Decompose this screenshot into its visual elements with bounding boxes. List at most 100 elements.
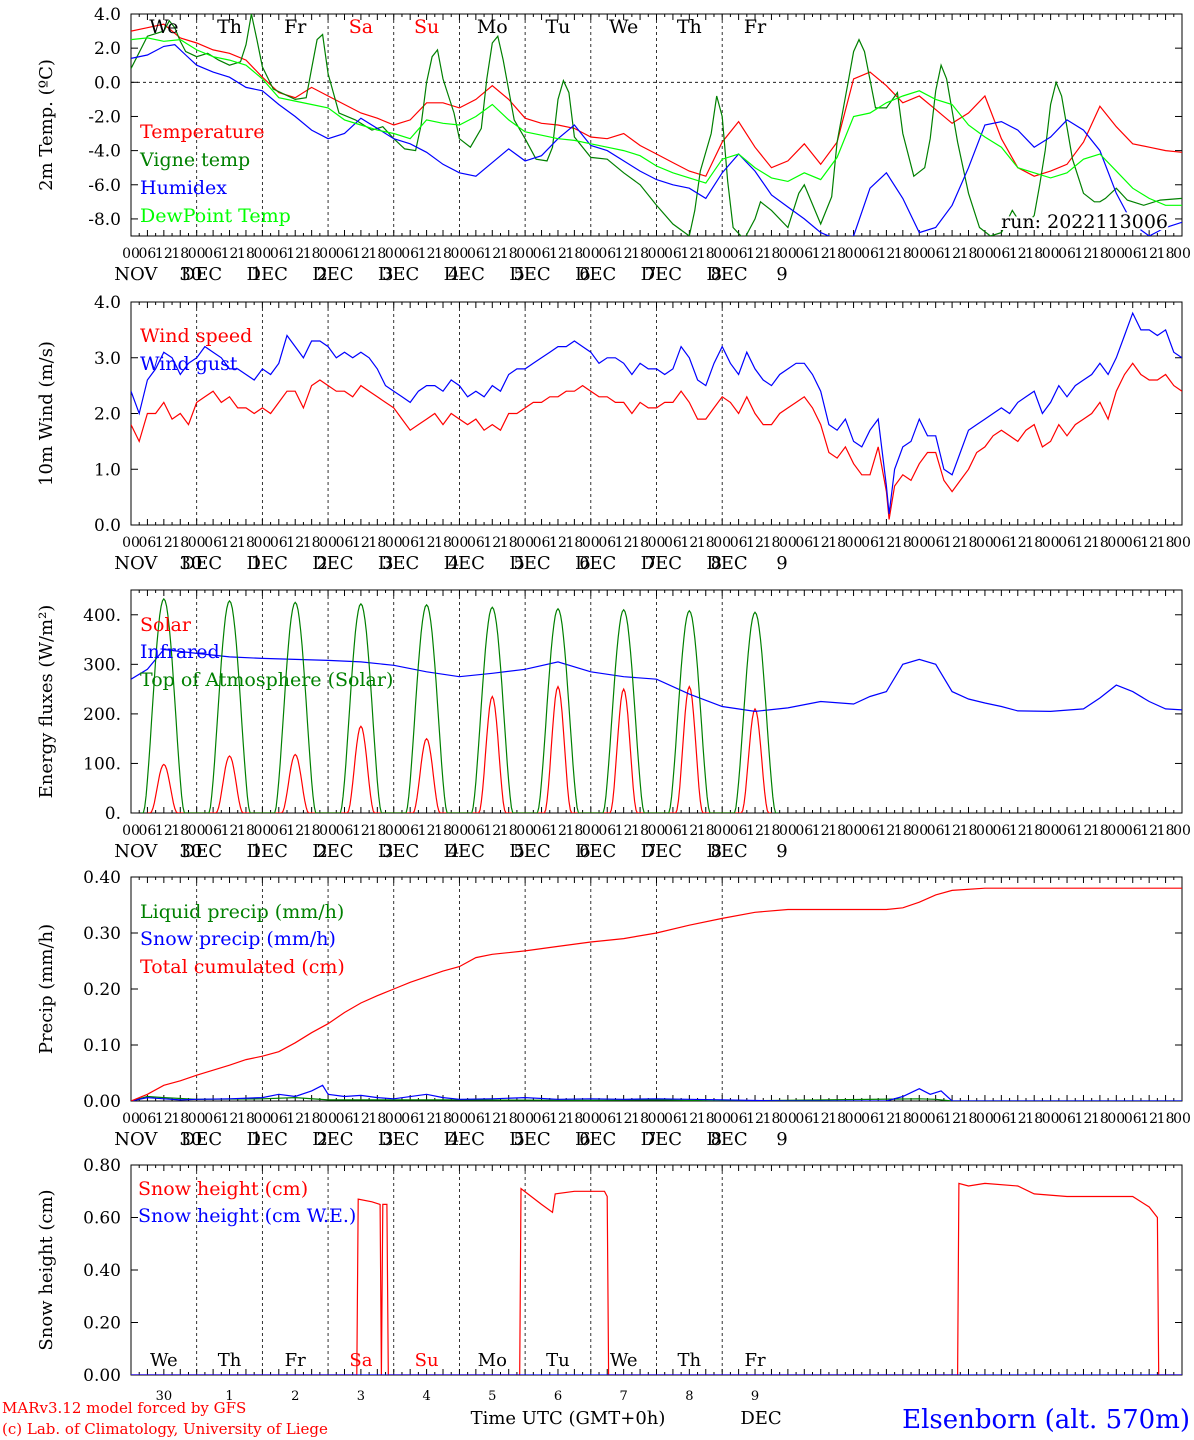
hour-tick-label: 12 [1009, 823, 1027, 839]
date-day-label: 9 [776, 264, 787, 285]
hour-tick-label: 00 [319, 1111, 337, 1127]
hour-tick-label: 12 [155, 535, 173, 551]
hour-tick-label: 06 [927, 246, 945, 262]
hour-tick-label: 12 [286, 1111, 304, 1127]
hour-tick-label: 12 [1140, 823, 1158, 839]
hour-tick-label: 06 [598, 823, 616, 839]
date-month-label: DEC [444, 553, 485, 574]
hour-tick-label: 00 [516, 823, 534, 839]
hour-tick-label: 12 [615, 1111, 633, 1127]
hour-tick-label: 12 [155, 1111, 173, 1127]
hour-tick-label: 06 [1124, 1111, 1142, 1127]
hour-tick-label: 12 [1009, 1111, 1027, 1127]
hour-tick-label: 12 [352, 535, 370, 551]
hour-tick-label: 18 [434, 823, 452, 839]
hour-tick-label: 00 [319, 246, 337, 262]
hour-tick-label: 12 [877, 246, 895, 262]
hour-tick-label: 00 [188, 535, 206, 551]
snow-panel-day-name: Fr [285, 1350, 306, 1371]
date-day-label: 1 [251, 841, 262, 862]
date-month-label: DEC [444, 1129, 485, 1150]
hour-tick-label: 06 [992, 1111, 1010, 1127]
hour-tick-label: 06 [533, 1111, 551, 1127]
bottom-day-number: 8 [685, 1389, 693, 1404]
hour-tick-label: 12 [746, 246, 764, 262]
bottom-day-number: 6 [554, 1389, 562, 1404]
series-group [131, 887, 1182, 1101]
date-month-label: DEC [509, 841, 550, 862]
y-tick-label: 0.20 [83, 1314, 121, 1334]
hour-tick-label: 00 [582, 246, 600, 262]
hour-tick-label: 18 [631, 1111, 649, 1127]
hour-tick-label: 18 [631, 246, 649, 262]
date-day-label: 5 [514, 841, 525, 862]
snow-panel-day-name: Th [218, 1350, 242, 1371]
hour-tick-label: 00 [516, 246, 534, 262]
hour-tick-label: 00 [648, 823, 666, 839]
hour-tick-label: 18 [697, 1111, 715, 1127]
hour-tick-label: 06 [139, 1111, 157, 1127]
date-month-label: NOV [114, 264, 158, 285]
hour-tick-label: 06 [1124, 535, 1142, 551]
hour-tick-label: 18 [237, 535, 255, 551]
hour-tick-label: 18 [368, 1111, 386, 1127]
hour-tick-label: 00 [1173, 1111, 1191, 1127]
hour-tick-label: 00 [779, 246, 797, 262]
hour-tick-label: 00 [976, 1111, 994, 1127]
series-line-solar [147, 685, 772, 813]
snow-panel-day-name: Fr [744, 1350, 765, 1371]
hour-tick-label: 12 [877, 535, 895, 551]
hour-tick-label: 00 [122, 823, 140, 839]
hour-tick-label: 18 [237, 246, 255, 262]
hour-tick-label: 12 [680, 246, 698, 262]
hour-tick-label: 12 [221, 1111, 239, 1127]
y-tick-label: 0.10 [83, 1036, 121, 1056]
date-month-label: DEC [706, 264, 747, 285]
date-day-label: 5 [514, 553, 525, 574]
hour-tick-label: 18 [434, 246, 452, 262]
y-axis-label: Snow height (cm) [36, 1189, 57, 1350]
hour-tick-label: 12 [221, 823, 239, 839]
hour-tick-label: 00 [319, 535, 337, 551]
hour-tick-label: 06 [795, 823, 813, 839]
hour-tick-label: 00 [976, 246, 994, 262]
date-day-label: 3 [382, 553, 393, 574]
hour-tick-label: 18 [1091, 246, 1109, 262]
hour-tick-label: 18 [500, 535, 518, 551]
legend-entry: Snow height (cm) [138, 1178, 308, 1200]
series-line-vigne-temp [131, 14, 1182, 236]
hour-tick-label: 00 [1107, 535, 1125, 551]
time-axis-label: Time UTC (GMT+0h) [471, 1408, 666, 1429]
date-month-label: DEC [378, 553, 419, 574]
hour-tick-label: 12 [352, 246, 370, 262]
hour-tick-label: 18 [565, 823, 583, 839]
hour-tick-label: 18 [960, 246, 978, 262]
hour-tick-label: 12 [746, 535, 764, 551]
hour-tick-label: 18 [1157, 823, 1175, 839]
date-month-label: DEC [181, 553, 222, 574]
y-tick-label: 0. [105, 804, 121, 824]
y-tick-label: 3.0 [94, 349, 121, 369]
hour-tick-label: 00 [910, 535, 928, 551]
date-month-label: NOV [114, 1129, 158, 1150]
hour-tick-label: 00 [188, 1111, 206, 1127]
date-month-label: DEC [247, 553, 288, 574]
hour-tick-label: 12 [943, 535, 961, 551]
hour-tick-label: 18 [828, 1111, 846, 1127]
hour-tick-label: 06 [992, 823, 1010, 839]
hour-tick-label: 18 [171, 246, 189, 262]
hour-tick-label: 06 [861, 1111, 879, 1127]
y-tick-label: -4.0 [88, 142, 121, 162]
station-name: Elsenborn (alt. 570m) [902, 1405, 1190, 1435]
y-axis-label: 10m Wind (m/s) [36, 341, 57, 486]
hour-tick-label: 12 [1075, 246, 1093, 262]
day-name-label: Fr [744, 16, 767, 38]
hour-tick-label: 00 [1173, 823, 1191, 839]
legend-entry: Liquid precip (mm/h) [140, 901, 344, 923]
series-line-infrared [131, 648, 1182, 713]
hour-tick-label: 18 [500, 823, 518, 839]
hour-tick-label: 12 [812, 246, 830, 262]
series-line-wind-speed [131, 362, 1182, 520]
date-month-label: DEC [378, 1129, 419, 1150]
hour-tick-label: 18 [1157, 535, 1175, 551]
